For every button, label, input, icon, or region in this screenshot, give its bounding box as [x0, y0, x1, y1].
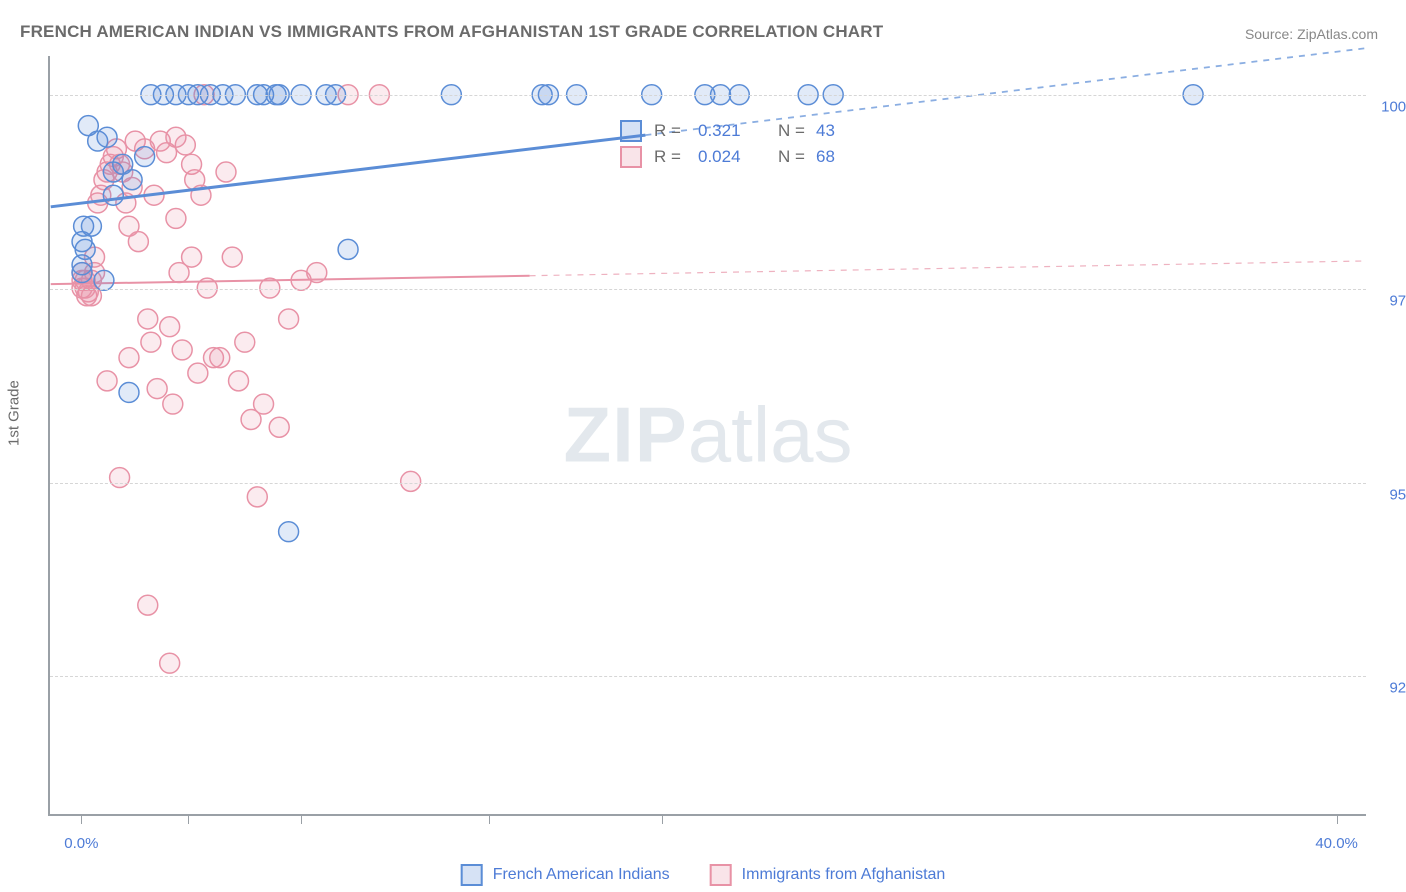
legend-label-afghan: Immigrants from Afghanistan: [742, 866, 946, 884]
n-value-afghan: 68: [816, 147, 896, 167]
gridline: [50, 483, 1366, 484]
y-axis-label: 1st Grade: [6, 380, 23, 446]
legend-swatch-afghan: [710, 864, 732, 886]
legend-swatch-french: [461, 864, 483, 886]
legend-stats-row-afghan: R = 0.024 N = 68: [620, 144, 896, 170]
r-label: R =: [654, 147, 698, 167]
legend-label-french: French American Indians: [493, 866, 670, 884]
x-tick: [662, 814, 663, 824]
legend-bottom: French American Indians Immigrants from …: [461, 864, 946, 886]
n-label: N =: [778, 121, 816, 141]
source-label: Source:: [1245, 26, 1297, 42]
gridline: [50, 289, 1366, 290]
chart-title: FRENCH AMERICAN INDIAN VS IMMIGRANTS FRO…: [20, 22, 883, 42]
source-link[interactable]: ZipAtlas.com: [1297, 26, 1378, 42]
y-tick-label: 95.0%: [1389, 486, 1406, 503]
source-attribution: Source: ZipAtlas.com: [1245, 26, 1378, 42]
y-tick-label: 100.0%: [1381, 98, 1406, 115]
gridline: [50, 676, 1366, 677]
gridline: [50, 95, 1366, 96]
r-value-french: 0.321: [698, 121, 778, 141]
x-tick: [301, 814, 302, 824]
legend-stats: R = 0.321 N = 43 R = 0.024 N = 68: [620, 118, 896, 170]
legend-stats-row-french: R = 0.321 N = 43: [620, 118, 896, 144]
y-tick-label: 92.5%: [1389, 680, 1406, 697]
r-value-afghan: 0.024: [698, 147, 778, 167]
plot-area: ZIPatlas R = 0.321 N = 43 R = 0.024 N = …: [48, 56, 1366, 816]
x-tick-label: 40.0%: [1315, 835, 1358, 852]
x-tick-label: 0.0%: [64, 835, 98, 852]
r-label: R =: [654, 121, 698, 141]
legend-item-afghan: Immigrants from Afghanistan: [710, 864, 946, 886]
x-tick: [188, 814, 189, 824]
x-tick: [489, 814, 490, 824]
n-value-french: 43: [816, 121, 896, 141]
legend-item-french: French American Indians: [461, 864, 670, 886]
x-tick: [1337, 814, 1338, 824]
x-tick: [81, 814, 82, 824]
legend-swatch-afghan: [620, 146, 642, 168]
chart-container: FRENCH AMERICAN INDIAN VS IMMIGRANTS FRO…: [0, 0, 1406, 892]
legend-swatch-french: [620, 120, 642, 142]
y-tick-label: 97.5%: [1389, 292, 1406, 309]
n-label: N =: [778, 147, 816, 167]
